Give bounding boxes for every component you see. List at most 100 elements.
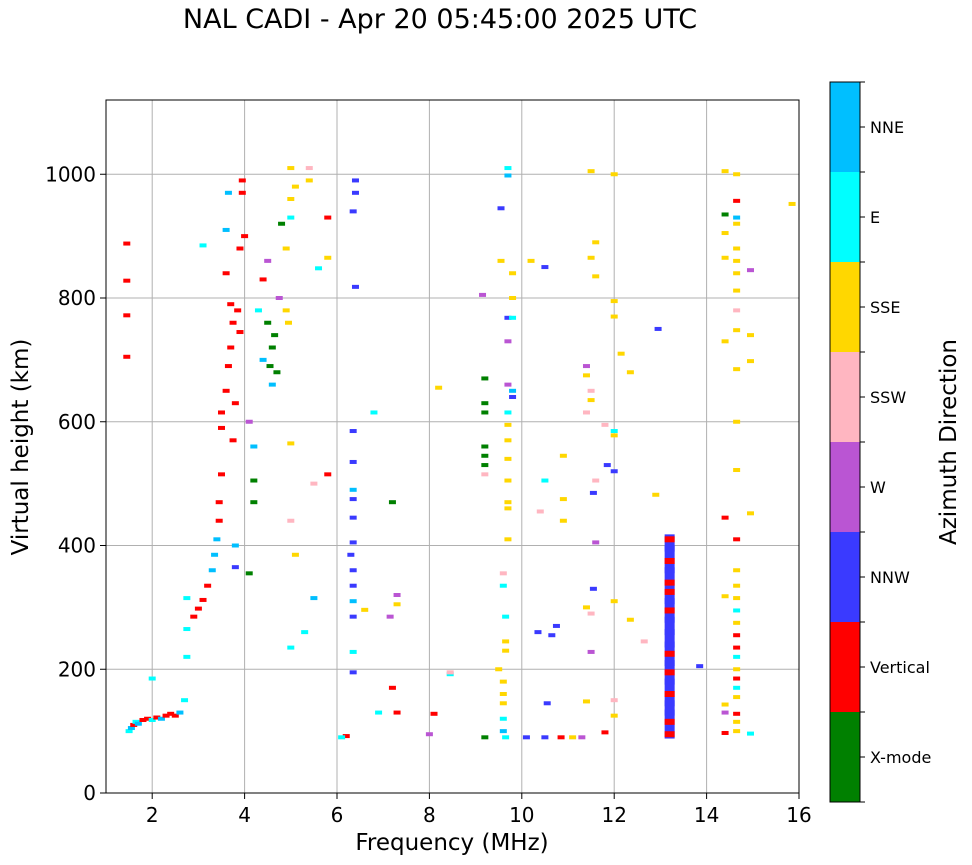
data-point [215,500,223,505]
data-point [733,537,741,542]
data-point [733,676,741,681]
data-point [130,722,138,727]
data-point [733,695,741,700]
data-point [123,313,131,318]
data-point [733,608,741,613]
data-point [259,357,267,362]
data-point [504,422,512,427]
data-point [504,382,512,387]
data-point [721,515,729,520]
data-point [181,698,189,703]
data-point [231,543,239,548]
data-point [746,511,754,516]
data-point [582,699,590,704]
colorbar-segment [830,262,860,352]
data-point [601,730,609,735]
data-point [587,388,595,393]
data-point [250,478,258,483]
data-point [324,215,332,220]
data-point [610,172,618,177]
data-point [592,240,600,245]
data-point [502,735,510,740]
y-tick-label: 400 [58,534,96,558]
data-point [610,599,618,604]
data-point [733,215,741,220]
data-point [264,320,272,325]
data-point [229,438,237,443]
x-tick-label: 4 [238,803,251,827]
x-tick-label: 14 [694,803,719,827]
data-point [552,623,560,628]
data-point [733,288,741,293]
data-point [287,441,295,446]
data-point [349,614,357,619]
data-point [626,617,634,622]
data-point [157,716,165,721]
x-tick-label: 12 [601,803,626,827]
data-point [541,265,549,270]
data-point [610,433,618,438]
data-point [587,649,595,654]
data-point [499,583,507,588]
data-point [733,198,741,203]
data-point [153,715,161,720]
data-point [310,481,318,486]
data-point [733,719,741,724]
data-point [301,630,309,635]
colorbar-segment [830,82,860,172]
data-point [305,178,313,183]
data-point [733,419,741,424]
data-point [199,243,207,248]
data-point [287,518,295,523]
colorbar-segment [830,532,860,622]
data-point [733,654,741,659]
data-point [208,568,216,573]
colorbar-segment [830,622,860,712]
data-point [238,178,246,183]
colorbar-category-label: W [870,478,886,497]
data-point [245,419,253,424]
y-tick-label: 600 [58,410,96,434]
data-point [733,221,741,226]
colorbar: X-mode Vertical NNW W SSW SSE E NNE [829,81,931,803]
data-point [123,241,131,246]
data-point [497,206,505,211]
data-point [324,255,332,260]
colorbar-category-label: NNW [870,568,910,587]
data-point [502,648,510,653]
data-point [271,333,279,338]
data-point [282,308,290,313]
column-segment [664,678,675,685]
data-point [349,599,357,604]
data-point [430,711,438,716]
data-point [224,190,232,195]
data-point [162,713,170,718]
column-segment [664,691,675,697]
data-point [587,255,595,260]
data-point [231,401,239,406]
data-point [183,654,191,659]
data-point [504,166,512,171]
data-point [236,330,244,335]
colorbar-segment [830,352,860,442]
data-point [446,670,454,675]
data-point [227,345,235,350]
data-point [305,166,313,171]
data-point [148,717,156,722]
data-point [640,639,648,644]
data-point [499,571,507,576]
column-segment [664,718,675,725]
data-point [721,730,729,735]
x-axis-ticks: 2 4 6 8 10 12 14 16 [146,793,812,827]
data-point [497,258,505,263]
data-point [733,685,741,690]
data-point [349,649,357,654]
column-segment [664,660,675,667]
data-point [393,602,401,607]
data-point [123,354,131,359]
colorbar-segment [830,442,860,532]
data-point [610,314,618,319]
data-point [592,478,600,483]
data-point [746,359,754,364]
data-point [139,717,147,722]
